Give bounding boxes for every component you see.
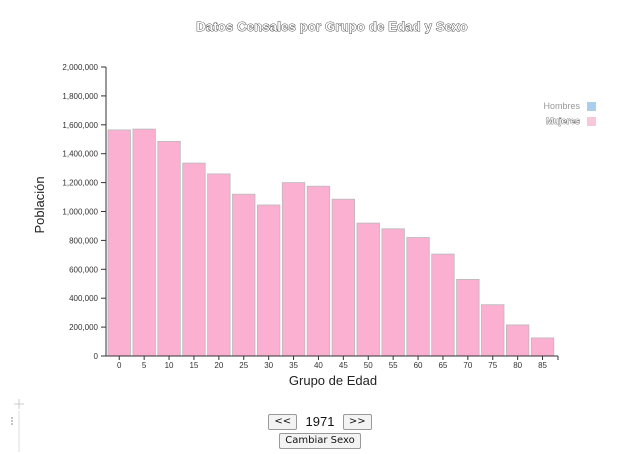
x-tick-label: 45 — [339, 361, 348, 370]
y-tick-label: 1,600,000 — [62, 121, 98, 130]
x-tick-label: 40 — [314, 361, 323, 370]
bar-60 — [406, 237, 430, 357]
y-tick-label: 800,000 — [69, 236, 98, 245]
y-tick-label: 1,800,000 — [62, 92, 98, 101]
x-tick-label: 80 — [513, 361, 522, 370]
bar-45 — [331, 198, 356, 357]
x-tick-label: 10 — [165, 361, 174, 370]
bar-20 — [207, 173, 231, 357]
bar-40 — [306, 185, 331, 357]
legend-swatch-hombres[interactable] — [587, 102, 596, 111]
legend-label-mujeres[interactable]: Mujeres — [546, 116, 581, 127]
x-tick-label: 25 — [239, 361, 248, 370]
legend: Hombres Mujeres — [543, 101, 596, 126]
bar-85 — [530, 337, 555, 357]
x-tick-label: 75 — [488, 361, 497, 370]
bar-35 — [281, 182, 306, 357]
y-axis-title: Población — [32, 176, 47, 233]
x-tick-label: 5 — [142, 361, 147, 370]
y-axis: 0 200,000 400,000 600,000 800,000 1,000,000 1,… — [62, 63, 107, 361]
bar-0 — [107, 129, 131, 357]
bar-75 — [481, 304, 505, 357]
x-tick-label: 60 — [414, 361, 423, 370]
x-tick-label: 30 — [264, 361, 273, 370]
x-tick-label: 0 — [117, 361, 122, 370]
bar-10 — [157, 140, 181, 357]
x-tick-label: 35 — [289, 361, 298, 370]
x-tick-label: 20 — [214, 361, 223, 370]
bar-15 — [182, 162, 206, 357]
y-tick-label: 2,000,000 — [62, 63, 98, 72]
legend-label-hombres[interactable]: Hombres — [543, 101, 580, 111]
bars-group — [107, 128, 555, 357]
bar-30 — [256, 204, 281, 357]
y-tick-label: 0 — [94, 352, 99, 361]
x-axis-title: Grupo de Edad — [289, 373, 377, 388]
y-tick-label: 1,000,000 — [62, 208, 98, 217]
bar-25 — [232, 193, 256, 357]
legend-swatch-mujeres[interactable] — [587, 117, 596, 126]
bar-80 — [505, 324, 530, 357]
y-tick-label: 200,000 — [69, 323, 98, 332]
year-display: 1971 — [305, 414, 335, 430]
x-tick-label: 15 — [189, 361, 198, 370]
bar-5 — [132, 128, 156, 357]
chart-title: Datos Censales por Grupo de Edad y Sexo — [196, 19, 467, 34]
x-tick-label: 70 — [463, 361, 472, 370]
bar-50 — [356, 222, 380, 357]
drag-handle-icon[interactable] — [8, 397, 28, 454]
year-controls: << 1971 >> — [0, 413, 640, 431]
x-tick-label: 50 — [364, 361, 373, 370]
sex-controls: Cambiar Sexo — [0, 432, 640, 450]
x-axis: 0 5 10 15 20 25 30 35 40 45 50 55 60 65 70 75 80 85 — [106, 355, 559, 370]
previous-year-button[interactable]: << — [268, 413, 298, 430]
y-tick-label: 400,000 — [69, 294, 98, 303]
bar-65 — [431, 253, 455, 357]
y-tick-label: 1,400,000 — [62, 150, 98, 159]
x-tick-label: 85 — [538, 361, 547, 370]
change-sex-button[interactable]: Cambiar Sexo — [279, 432, 361, 449]
next-year-button[interactable]: >> — [342, 413, 372, 430]
y-tick-label: 600,000 — [69, 265, 98, 274]
bar-55 — [381, 228, 405, 357]
y-tick-label: 1,200,000 — [62, 179, 98, 188]
x-tick-label: 55 — [389, 361, 398, 370]
bar-70 — [456, 278, 480, 357]
x-tick-label: 65 — [438, 361, 447, 370]
census-bar-chart: Datos Censales por Grupo de Edad y Sexo … — [32, 19, 596, 388]
